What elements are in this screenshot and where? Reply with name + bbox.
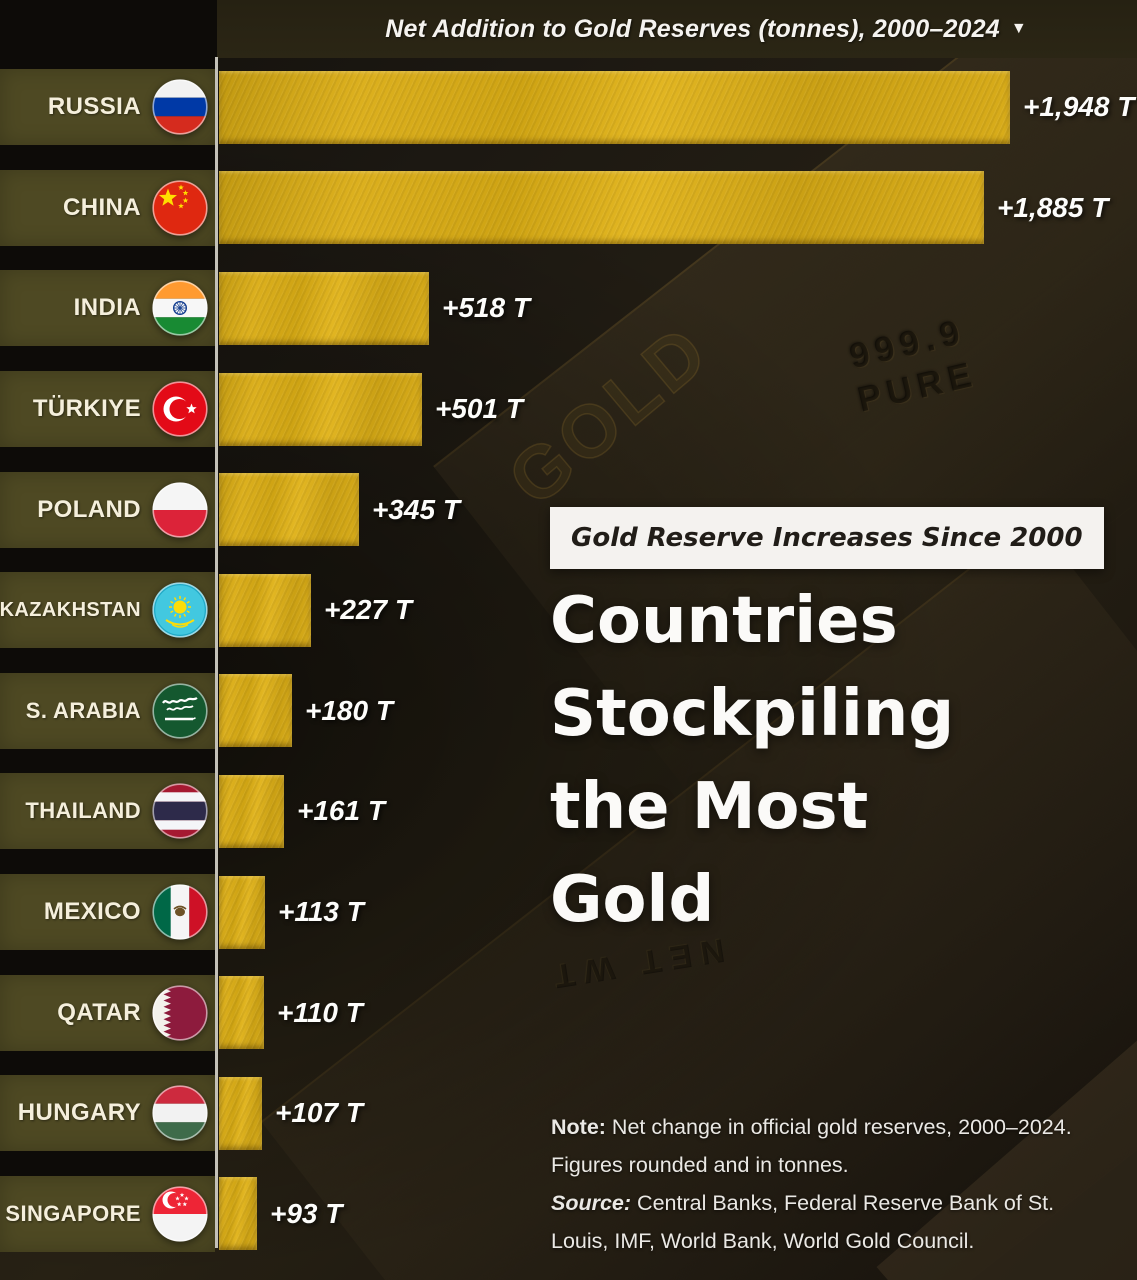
bar-chart: RUSSIA +1,948 T CHINA +1,885 T INDIA +51… [0, 57, 1137, 1264]
value-label: +107 T [275, 1097, 363, 1129]
country-label-box: INDIA [0, 270, 215, 347]
value-label: +501 T [435, 393, 523, 425]
country-flag-icon [152, 180, 208, 236]
country-flag-icon [152, 884, 208, 940]
gold-bar [219, 1177, 257, 1251]
country-label-box: MEXICO [0, 874, 215, 951]
country-name: S. ARABIA [25, 697, 141, 723]
country-label-box: THAILAND [0, 773, 215, 850]
value-label: +110 T [277, 996, 363, 1028]
country-name: THAILAND [25, 798, 141, 824]
country-label-box: CHINA [0, 169, 215, 246]
country-flag-icon [152, 381, 208, 437]
gold-bar [219, 674, 292, 748]
country-label-box: RUSSIA [0, 69, 215, 146]
country-name: CHINA [63, 193, 141, 221]
value-label: +161 T [297, 795, 385, 827]
gold-bar [219, 875, 265, 949]
country-label-box: KAZAKHSTAN [0, 572, 215, 649]
value-label: +180 T [305, 694, 393, 726]
value-label: +1,885 T [997, 191, 1109, 223]
value-label: +518 T [442, 292, 530, 324]
chart-row: THAILAND +161 T [0, 761, 1137, 862]
country-label-box: TÜRKIYE [0, 371, 215, 448]
gold-bar [219, 1076, 262, 1150]
chart-row: KAZAKHSTAN +227 T [0, 560, 1137, 661]
country-label-box: POLAND [0, 471, 215, 548]
country-name: KAZAKHSTAN [0, 598, 141, 621]
country-flag-icon [152, 985, 208, 1041]
axis-baseline [215, 57, 218, 1248]
country-flag-icon [152, 783, 208, 840]
country-label-box: QATAR [0, 974, 215, 1051]
country-name: HUNGARY [17, 1099, 141, 1127]
value-label: +345 T [372, 493, 460, 525]
country-name: INDIA [73, 294, 141, 322]
chart-row: INDIA +518 T [0, 258, 1137, 359]
chart-row: S. ARABIA +180 T [0, 661, 1137, 762]
chart-row: TÜRKIYE +501 T [0, 359, 1137, 460]
country-flag-icon [152, 482, 208, 538]
gold-bar [219, 573, 311, 647]
country-name: SINGAPORE [5, 1200, 141, 1226]
chart-row: SINGAPORE +93 T [0, 1164, 1137, 1265]
gold-bar [219, 171, 984, 245]
country-flag-icon [152, 683, 208, 739]
country-name: QATAR [57, 998, 141, 1026]
gold-bar [219, 473, 359, 547]
country-flag-icon [152, 582, 208, 638]
gold-bar [219, 70, 1010, 144]
country-name: TÜRKIYE [32, 395, 141, 423]
value-label: +1,948 T [1023, 91, 1135, 123]
chart-row: QATAR +110 T [0, 962, 1137, 1063]
chart-row: MEXICO +113 T [0, 862, 1137, 963]
chart-title: Net Addition to Gold Reserves (tonnes), … [385, 14, 1000, 43]
dropdown-arrow-icon[interactable]: ▼ [1010, 20, 1027, 37]
gold-bar [219, 271, 429, 345]
value-label: +227 T [324, 594, 412, 626]
country-flag-icon [152, 280, 208, 337]
country-flag-icon [152, 1085, 208, 1141]
country-label-box: HUNGARY [0, 1075, 215, 1152]
country-flag-icon [152, 79, 208, 135]
country-name: POLAND [37, 495, 141, 523]
country-name: RUSSIA [47, 93, 141, 121]
chart-row: POLAND +345 T [0, 459, 1137, 560]
gold-bar [219, 372, 422, 446]
gold-bar [219, 774, 284, 848]
country-label-box: SINGAPORE [0, 1175, 215, 1252]
gold-bar [219, 976, 264, 1050]
value-label: +93 T [270, 1197, 343, 1229]
chart-row: RUSSIA +1,948 T [0, 57, 1137, 158]
country-name: MEXICO [43, 898, 141, 926]
value-label: +113 T [278, 896, 364, 928]
country-label-box: S. ARABIA [0, 672, 215, 749]
chart-row: CHINA +1,885 T [0, 158, 1137, 259]
chart-row: HUNGARY +107 T [0, 1063, 1137, 1164]
country-flag-icon [152, 1186, 208, 1242]
chart-header: Net Addition to Gold Reserves (tonnes), … [217, 0, 1137, 58]
